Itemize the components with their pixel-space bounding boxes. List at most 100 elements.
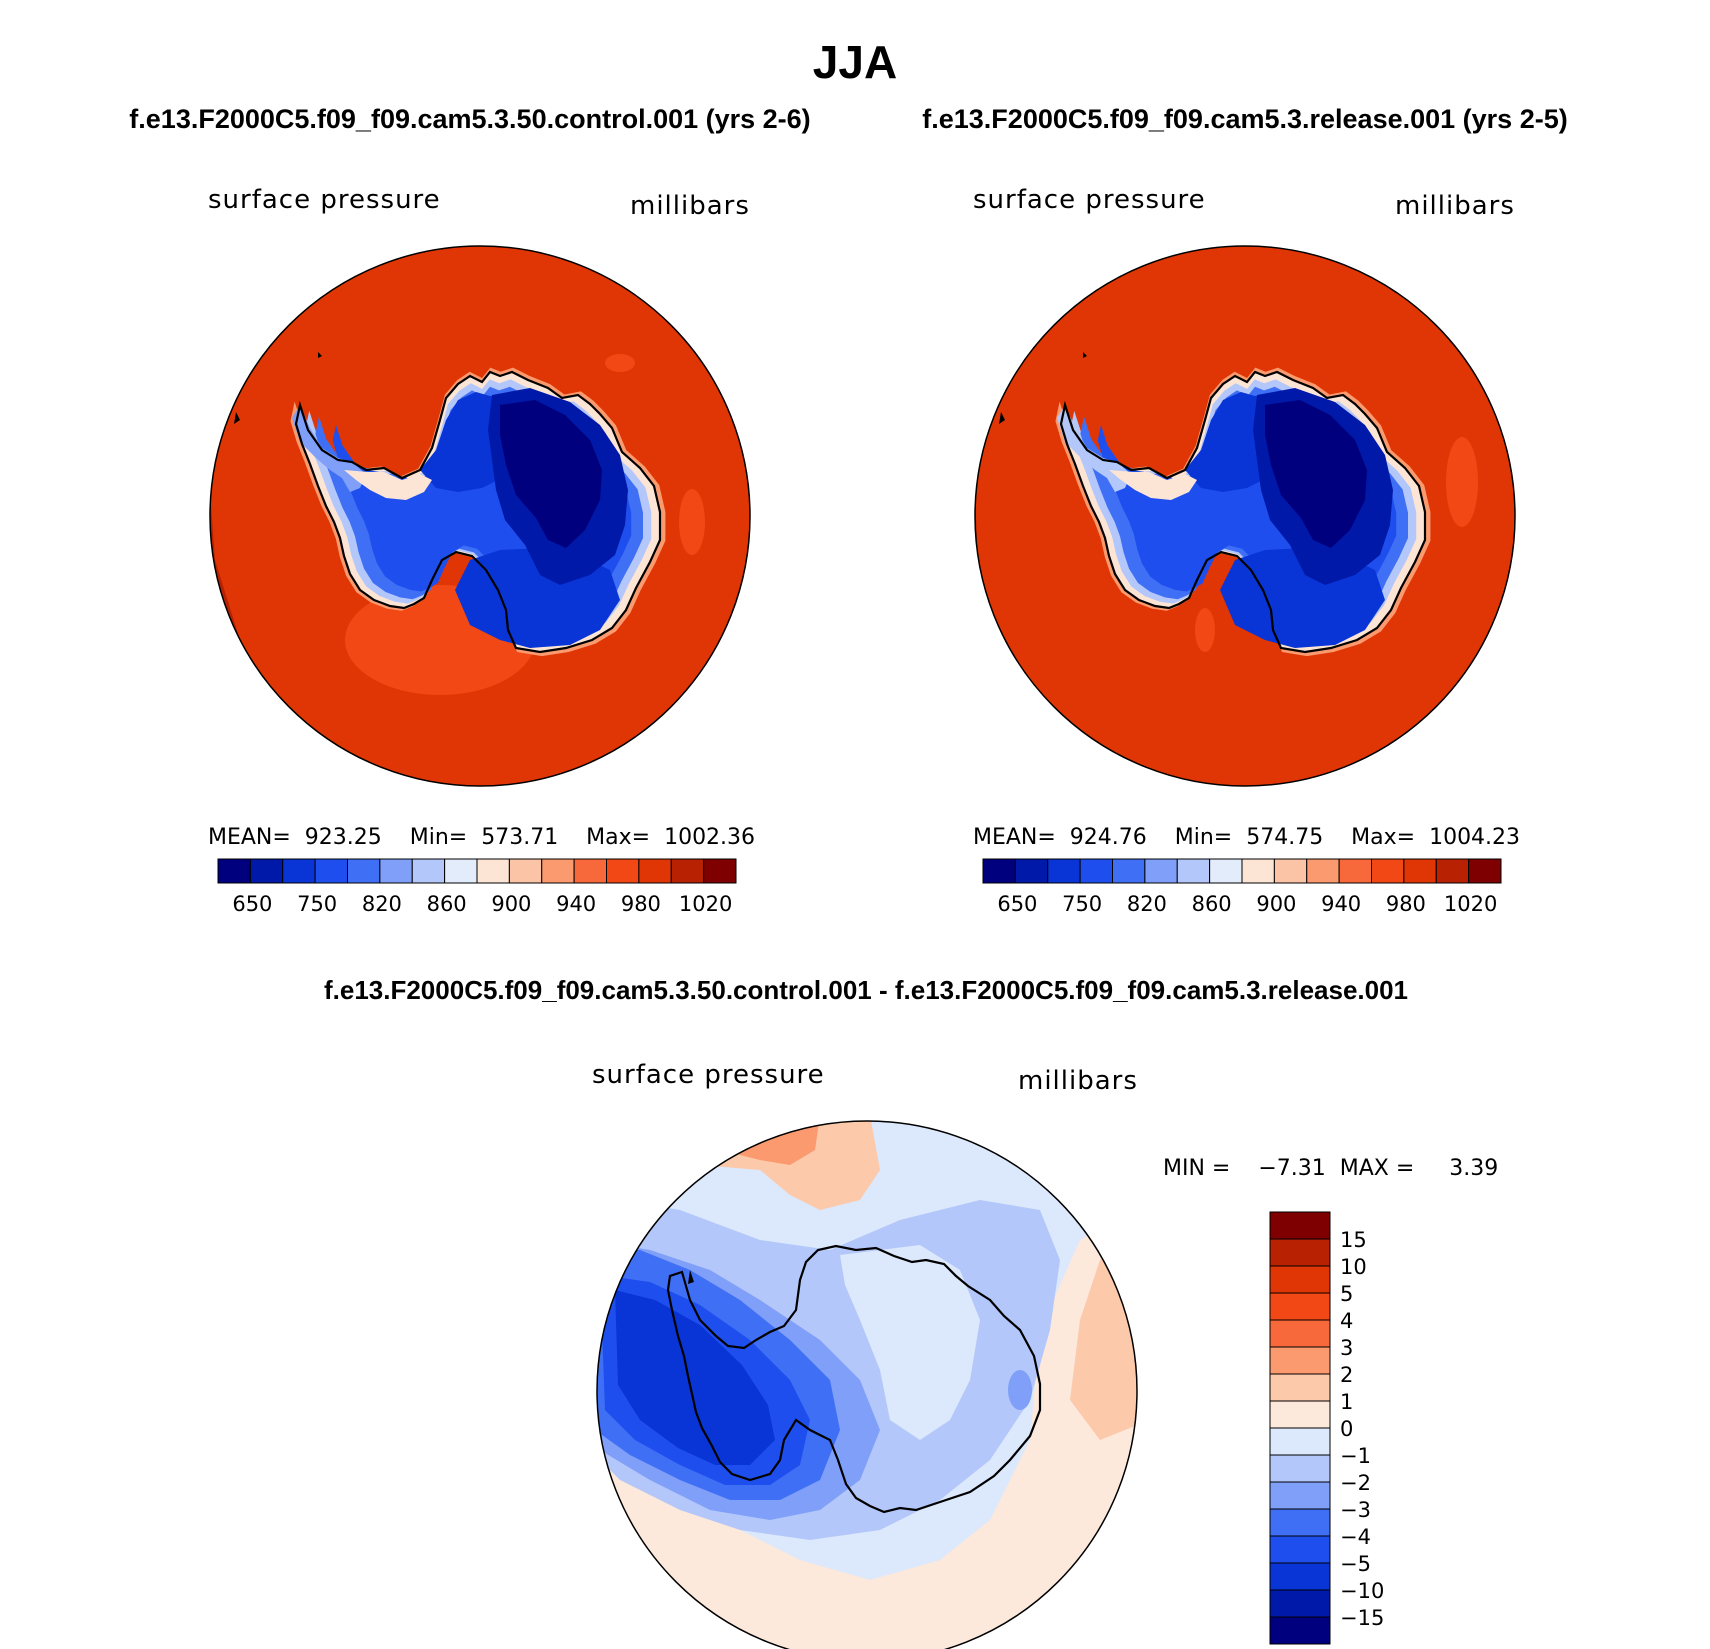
left-colorbar-swatch bbox=[347, 858, 381, 884]
right-colorbar-label: 1020 bbox=[1444, 892, 1497, 916]
right-colorbar-swatch bbox=[982, 858, 1016, 884]
left-units-label: millibars bbox=[630, 191, 750, 221]
right-colorbar-swatch bbox=[1176, 858, 1211, 884]
right-stats: MEAN= 924.76 Min= 574.75 Max= 1004.23 bbox=[973, 825, 1520, 850]
right-colorbar-label: 820 bbox=[1127, 892, 1167, 916]
figure-title: JJA bbox=[813, 36, 897, 88]
right-colorbar-swatch bbox=[1371, 858, 1405, 884]
diff-colorbar-label: 0 bbox=[1340, 1417, 1353, 1441]
left-colorbar-swatch bbox=[411, 858, 446, 884]
left-colorbar-swatch bbox=[314, 858, 348, 884]
right-colorbar-swatch bbox=[1241, 858, 1275, 884]
right-colorbar-swatch bbox=[1014, 858, 1049, 884]
left-colorbar-swatch bbox=[282, 858, 316, 884]
diff-colorbar-label: 1 bbox=[1340, 1390, 1353, 1414]
right-colorbar-swatch bbox=[1047, 858, 1081, 884]
diff-colorbar-swatch bbox=[1269, 1589, 1331, 1618]
left-colorbar-label: 650 bbox=[232, 892, 272, 916]
right-panel: surface pressure millibars bbox=[973, 185, 1520, 916]
diff-colorbar-label: −2 bbox=[1340, 1471, 1371, 1495]
right-colorbar-label: 750 bbox=[1062, 892, 1102, 916]
right-colorbar-swatch bbox=[1079, 858, 1113, 884]
diff-colorbar-swatch bbox=[1269, 1454, 1331, 1483]
diff-colorbar-swatch bbox=[1269, 1346, 1331, 1375]
right-colorbar-label: 860 bbox=[1192, 892, 1232, 916]
left-colorbar-swatch bbox=[606, 858, 640, 884]
left-colorbar-swatch bbox=[541, 858, 575, 884]
left-colorbar-swatch bbox=[379, 858, 413, 884]
left-colorbar-swatch bbox=[217, 858, 251, 884]
diff-colorbar-label: 10 bbox=[1340, 1255, 1367, 1279]
diff-minmax: MIN = −7.31 MAX = 3.39 bbox=[1163, 1156, 1498, 1181]
left-colorbar: 650 750 820 860 900 940 980 1020 bbox=[217, 858, 737, 916]
left-colorbar-swatch bbox=[444, 858, 478, 884]
diff-colorbar-label: −5 bbox=[1340, 1552, 1371, 1576]
left-panel: surface pressure millibars bbox=[208, 185, 755, 916]
diff-colorbar-label: −15 bbox=[1340, 1606, 1384, 1630]
right-colorbar-swatch bbox=[1468, 858, 1502, 884]
diff-colorbar-swatch bbox=[1269, 1535, 1331, 1564]
left-colorbar-label: 900 bbox=[491, 892, 531, 916]
right-case-title: f.e13.F2000C5.f09_f09.cam5.3.release.001… bbox=[922, 104, 1567, 134]
diff-var-label: surface pressure bbox=[592, 1060, 825, 1090]
left-case-title: f.e13.F2000C5.f09_f09.cam5.3.50.control.… bbox=[129, 104, 810, 134]
diff-colorbar-swatch bbox=[1269, 1508, 1331, 1537]
diff-colorbar-swatch bbox=[1269, 1319, 1331, 1348]
right-colorbar-swatch bbox=[1144, 858, 1178, 884]
diff-units-label: millibars bbox=[1018, 1066, 1138, 1096]
left-colorbar-swatch bbox=[249, 858, 284, 884]
diff-panel: surface pressure millibars MIN = −7.31 M… bbox=[592, 1060, 1498, 1649]
left-colorbar-label: 820 bbox=[362, 892, 402, 916]
diff-colorbar-label: 5 bbox=[1340, 1282, 1353, 1306]
right-var-label: surface pressure bbox=[973, 185, 1206, 215]
right-colorbar-swatch bbox=[1403, 858, 1437, 884]
left-map bbox=[210, 246, 750, 786]
diff-colorbar-swatch bbox=[1269, 1562, 1331, 1591]
diff-map bbox=[597, 1121, 1137, 1649]
right-colorbar-swatch bbox=[1435, 858, 1470, 884]
left-colorbar-swatch bbox=[508, 858, 543, 884]
left-colorbar-label: 750 bbox=[297, 892, 337, 916]
diff-colorbar-label: −3 bbox=[1340, 1498, 1371, 1522]
diff-map-boundary bbox=[596, 1120, 1138, 1649]
left-var-label: surface pressure bbox=[208, 185, 441, 215]
diff-colorbar-swatch bbox=[1269, 1238, 1331, 1267]
diff-colorbar-swatch bbox=[1269, 1265, 1331, 1294]
right-colorbar-label: 650 bbox=[997, 892, 1037, 916]
right-colorbar-swatch bbox=[1338, 858, 1372, 884]
right-units-label: millibars bbox=[1395, 191, 1515, 221]
left-colorbar-swatch bbox=[638, 858, 672, 884]
diff-colorbar-label: 15 bbox=[1340, 1228, 1367, 1252]
left-colorbar-label: 980 bbox=[621, 892, 661, 916]
right-colorbar-swatch bbox=[1273, 858, 1308, 884]
right-colorbar-label: 940 bbox=[1321, 892, 1361, 916]
left-colorbar-swatch bbox=[573, 858, 607, 884]
diff-colorbar-label: 3 bbox=[1340, 1336, 1353, 1360]
right-colorbar-swatch bbox=[1112, 858, 1146, 884]
diff-colorbar-label: −10 bbox=[1340, 1579, 1384, 1603]
right-colorbar-swatch bbox=[1209, 858, 1243, 884]
left-colorbar-swatch bbox=[703, 858, 737, 884]
right-colorbar-label: 980 bbox=[1386, 892, 1426, 916]
diff-title: f.e13.F2000C5.f09_f09.cam5.3.50.control.… bbox=[324, 975, 1408, 1005]
diff-colorbar-label: 4 bbox=[1340, 1309, 1353, 1333]
right-map bbox=[975, 246, 1515, 786]
left-stats: MEAN= 923.25 Min= 573.71 Max= 1002.36 bbox=[208, 825, 755, 850]
diff-colorbar-swatch bbox=[1269, 1481, 1331, 1510]
diff-colorbar-swatch bbox=[1269, 1373, 1331, 1402]
diff-colorbar-swatch bbox=[1269, 1292, 1331, 1321]
left-map-boundary bbox=[209, 245, 751, 787]
right-colorbar: 650 750 820 860 900 940 980 1020 bbox=[982, 858, 1502, 916]
diff-colorbar-label: −4 bbox=[1340, 1525, 1371, 1549]
diff-colorbar-label: 2 bbox=[1340, 1363, 1353, 1387]
diff-colorbar-swatch bbox=[1269, 1427, 1331, 1456]
diff-colorbar-swatch bbox=[1269, 1616, 1331, 1645]
left-colorbar-swatch bbox=[670, 858, 705, 884]
right-colorbar-label: 900 bbox=[1256, 892, 1296, 916]
diff-colorbar-swatch bbox=[1269, 1400, 1331, 1429]
right-colorbar-swatch bbox=[1306, 858, 1340, 884]
left-colorbar-label: 860 bbox=[427, 892, 467, 916]
diff-colorbar-label: −1 bbox=[1340, 1444, 1371, 1468]
